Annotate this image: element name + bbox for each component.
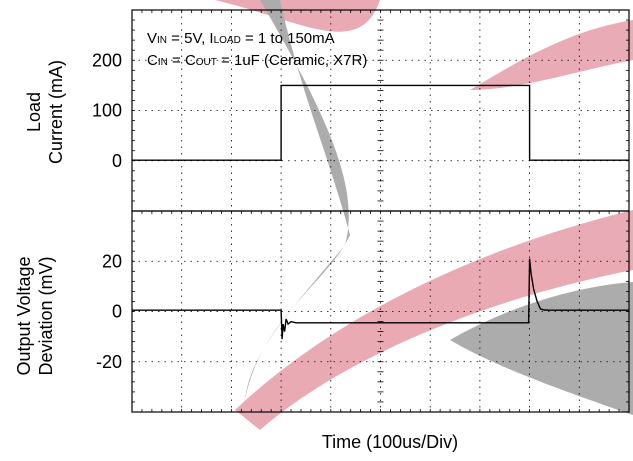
y-tick-label: 0	[112, 302, 122, 322]
conditions-line2: CIN = COUT = 1uF (Ceramic, X7R)	[147, 52, 367, 69]
watermark-logo	[215, 0, 633, 430]
y-tick-label: 0	[112, 151, 122, 171]
minor-ticks	[131, 9, 630, 413]
watermark-red-swoosh-top	[215, 0, 380, 32]
watermark-red-band	[235, 210, 633, 430]
bottom-y-tick-labels: -20 0 20	[96, 251, 122, 372]
y-tick-label: 100	[92, 101, 122, 121]
top-y-tick-labels: 0 100 200	[92, 50, 122, 171]
bottom-ylabel-line2: Deviation (mV)	[36, 256, 56, 375]
output-voltage-deviation-trace	[132, 258, 629, 340]
x-axis-label: Time (100us/Div)	[322, 432, 458, 452]
top-ylabel-line2: Current (mA)	[46, 60, 66, 164]
load-current-trace	[132, 84, 629, 161]
y-tick-label: 200	[92, 50, 122, 70]
watermark-gray-band	[450, 282, 633, 415]
watermark-red-tail	[470, 20, 633, 90]
bottom-ylabel-line1: Output Voltage	[14, 256, 34, 375]
top-ylabel-line1: Load	[24, 92, 44, 132]
y-tick-label: -20	[96, 352, 122, 372]
y-tick-label: 20	[102, 251, 122, 271]
conditions-line1: VIN = 5V, ILOAD = 1 to 150mA	[147, 30, 335, 47]
